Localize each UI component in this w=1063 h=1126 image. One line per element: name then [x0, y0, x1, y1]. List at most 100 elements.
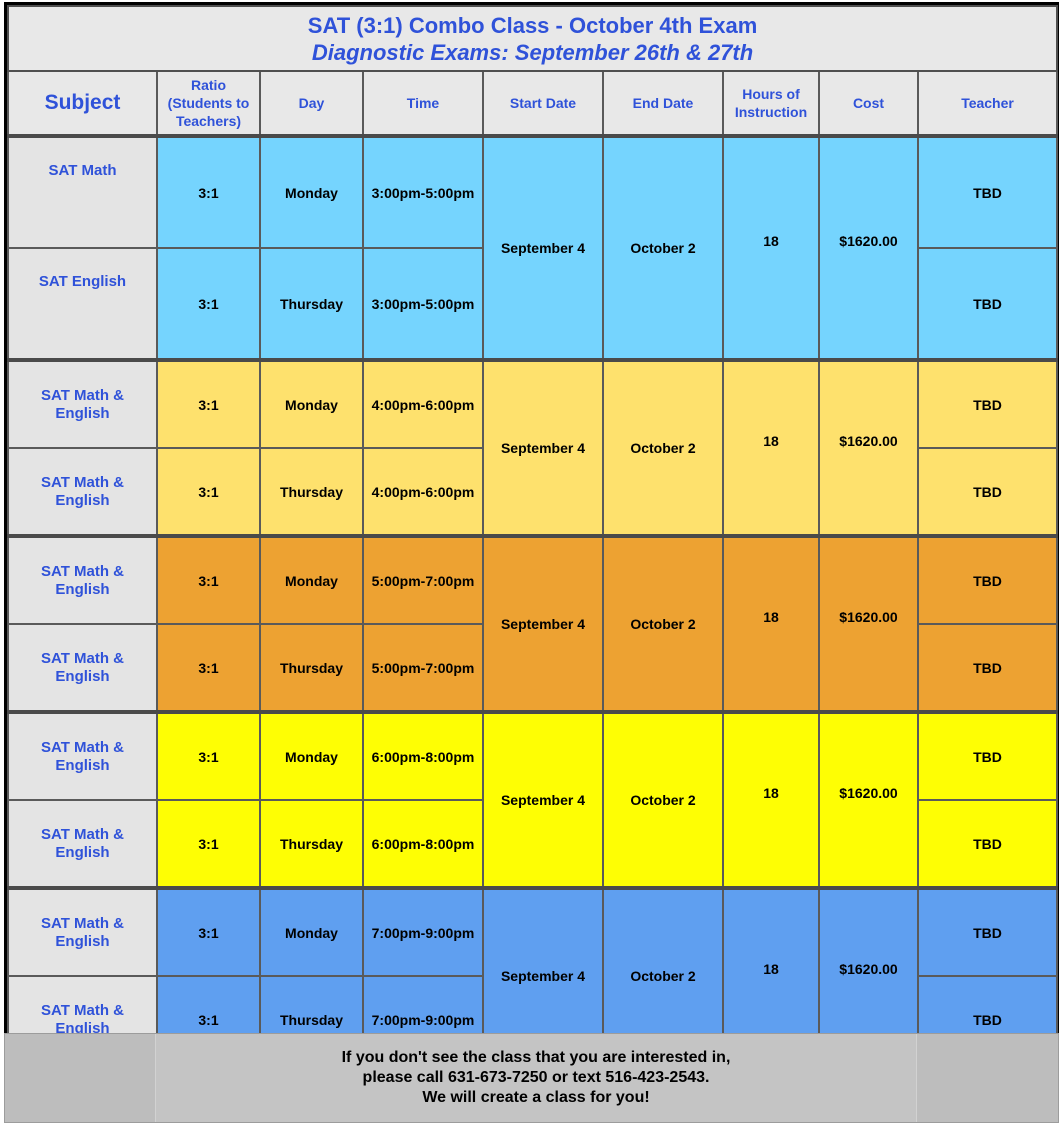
ratio-cell: 3:1	[156, 799, 261, 889]
day-cell: Thursday	[259, 799, 364, 889]
subject-line: SAT Math &	[40, 738, 125, 756]
day-cell: Thursday	[259, 247, 364, 361]
header-time: Time	[362, 70, 484, 137]
table-row: SAT Math & English 3:1 Thursday 6:00pm-8…	[7, 799, 1059, 889]
subject-cell: SAT Math & English	[7, 623, 158, 713]
subject-line: English	[55, 580, 110, 598]
teacher-cell: TBD	[916, 358, 1059, 449]
time-cell: 3:00pm-5:00pm	[362, 134, 484, 249]
ratio-cell: 3:1	[156, 710, 261, 801]
ratio-cell: 3:1	[156, 886, 261, 977]
teacher-cell: TBD	[916, 247, 1059, 361]
subject-cell: SAT Math & English	[7, 886, 158, 977]
table-row: SAT Math & English 3:1 Thursday 4:00pm-6…	[7, 447, 1059, 537]
ratio-cell: 3:1	[156, 358, 261, 449]
header-hours-line: Instruction	[734, 104, 808, 120]
hours-cell: 18	[722, 134, 820, 361]
table-row: SAT English 3:1 Thursday 3:00pm-5:00pm T…	[7, 247, 1059, 361]
subject-line: English	[55, 491, 110, 509]
teacher-cell: TBD	[916, 886, 1059, 977]
subject-line: English	[55, 1019, 110, 1037]
start-date-cell: September 4	[482, 134, 604, 361]
time-cell: 3:00pm-5:00pm	[362, 247, 484, 361]
table-title: SAT (3:1) Combo Class - October 4th Exam…	[6, 5, 1059, 72]
header-hours-line: Hours of	[742, 86, 800, 102]
teacher-cell: TBD	[916, 134, 1059, 249]
subject-line: SAT Math &	[40, 825, 125, 843]
time-cell: 6:00pm-8:00pm	[362, 799, 484, 889]
footer-line-2: please call 631-673-7250 or text 516-423…	[362, 1069, 710, 1086]
hours-cell: 18	[722, 358, 820, 537]
ratio-cell: 3:1	[156, 623, 261, 713]
start-date-cell: September 4	[482, 358, 604, 537]
table-row: SAT Math & English 3:1 Monday 7:00pm-9:0…	[7, 886, 1059, 1064]
table-row: SAT Math 3:1 Monday 3:00pm-5:00pm Septem…	[7, 134, 1059, 361]
day-cell: Monday	[259, 134, 364, 249]
end-date-cell: October 2	[602, 710, 724, 889]
end-date-cell: October 2	[602, 358, 724, 537]
ratio-cell: 3:1	[156, 534, 261, 625]
subject-cell: SAT Math & English	[7, 534, 158, 625]
ratio-cell: 3:1	[156, 134, 261, 249]
teacher-cell: TBD	[916, 799, 1059, 889]
footer-note: If you don't see the class that you are …	[4, 1033, 1059, 1123]
header-ratio: Ratio (Students to Teachers)	[156, 70, 261, 137]
footer-text-box: If you don't see the class that you are …	[155, 1034, 917, 1122]
day-cell: Monday	[259, 534, 364, 625]
subject-line: SAT Math &	[40, 1001, 125, 1019]
header-hours: Hours of Instruction	[722, 70, 820, 137]
footer-line-1: If you don't see the class that you are …	[341, 1049, 731, 1066]
subject-line: English	[55, 932, 110, 950]
header-cost: Cost	[818, 70, 919, 137]
cost-cell: $1620.00	[818, 134, 919, 361]
header-row: Subject Ratio (Students to Teachers) Day…	[7, 70, 1059, 137]
header-day: Day	[259, 70, 364, 137]
subject-line: SAT Math &	[40, 562, 125, 580]
header-ratio-line: (Students to	[167, 95, 250, 111]
header-ratio-line: Ratio	[191, 77, 226, 93]
subject-cell: SAT Math & English	[7, 358, 158, 449]
end-date-cell: October 2	[602, 534, 724, 713]
time-cell: 5:00pm-7:00pm	[362, 623, 484, 713]
subject-cell: SAT Math & English	[7, 710, 158, 801]
teacher-cell: TBD	[916, 710, 1059, 801]
ratio-cell: 3:1	[156, 247, 261, 361]
subject-line: SAT Math &	[40, 649, 125, 667]
cost-cell: $1620.00	[818, 358, 919, 537]
teacher-cell: TBD	[916, 534, 1059, 625]
title-line-1: SAT (3:1) Combo Class - October 4th Exam	[307, 12, 758, 38]
day-cell: Monday	[259, 710, 364, 801]
subject-line: SAT Math &	[40, 386, 125, 404]
subject-line: English	[55, 756, 110, 774]
ratio-cell: 3:1	[156, 447, 261, 537]
time-cell: 7:00pm-9:00pm	[362, 886, 484, 977]
subject-line: English	[55, 404, 110, 422]
table-row: SAT Math & English 3:1 Monday 4:00pm-6:0…	[7, 358, 1059, 537]
cost-cell: $1620.00	[818, 534, 919, 713]
schedule-table-frame: SAT (3:1) Combo Class - October 4th Exam…	[4, 2, 1059, 1064]
subject-line: English	[55, 843, 110, 861]
table-row: SAT Math & English 3:1 Monday 6:00pm-8:0…	[7, 710, 1059, 889]
time-cell: 5:00pm-7:00pm	[362, 534, 484, 625]
subject-line: SAT Math &	[40, 914, 125, 932]
end-date-cell: October 2	[602, 134, 724, 361]
time-cell: 4:00pm-6:00pm	[362, 447, 484, 537]
day-cell: Monday	[259, 358, 364, 449]
hours-cell: 18	[722, 710, 820, 889]
teacher-cell: TBD	[916, 447, 1059, 537]
hours-cell: 18	[722, 534, 820, 713]
header-ratio-line: Teachers)	[175, 113, 242, 129]
title-line-2: Diagnostic Exams: September 26th & 27th	[311, 39, 754, 65]
teacher-cell: TBD	[916, 623, 1059, 713]
subject-cell: SAT Math	[7, 134, 158, 249]
footer-line-3: We will create a class for you!	[422, 1089, 650, 1106]
header-start-date: Start Date	[482, 70, 604, 137]
header-teacher: Teacher	[916, 70, 1059, 137]
subject-cell: SAT Math & English	[7, 799, 158, 889]
header-end-date: End Date	[602, 70, 724, 137]
subject-line: English	[55, 667, 110, 685]
day-cell: Thursday	[259, 623, 364, 713]
header-subject: Subject	[7, 70, 158, 137]
subject-cell: SAT English	[7, 247, 158, 361]
time-cell: 4:00pm-6:00pm	[362, 358, 484, 449]
